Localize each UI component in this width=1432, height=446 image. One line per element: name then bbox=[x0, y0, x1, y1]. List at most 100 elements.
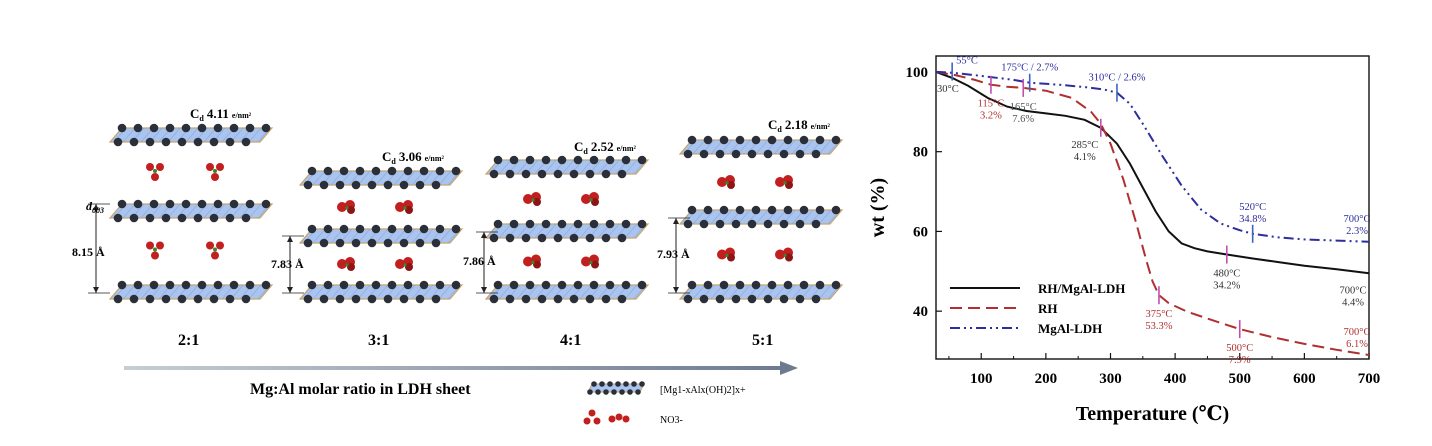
sheet-hatch bbox=[393, 170, 407, 186]
annotation: 55°C bbox=[951, 56, 978, 81]
metal-atom bbox=[225, 294, 235, 304]
nitrogen-atom bbox=[725, 253, 729, 258]
oxygen-atom bbox=[405, 263, 413, 271]
series-line-mgal-ldh bbox=[935, 70, 1370, 243]
metal-atom bbox=[703, 135, 713, 145]
annotation: 480°C34.2% bbox=[1213, 245, 1241, 292]
metal-atom bbox=[181, 280, 191, 290]
oxygen-atom bbox=[533, 260, 541, 269]
cd-subscript: d bbox=[199, 114, 204, 123]
metal-atom bbox=[607, 381, 613, 387]
metal-atom bbox=[767, 135, 777, 145]
sheet-hatch bbox=[375, 170, 389, 186]
oxygen-atom bbox=[523, 256, 533, 267]
metal-atom bbox=[585, 233, 595, 243]
metal-atom bbox=[225, 213, 235, 223]
metal-atom bbox=[799, 135, 809, 145]
metal-atom bbox=[419, 280, 429, 290]
x-tick-label: 600 bbox=[1293, 371, 1316, 387]
ldh-sheet bbox=[484, 219, 650, 243]
annotation-text: 500°C bbox=[1226, 343, 1253, 354]
nitrogen-atom bbox=[531, 198, 535, 202]
metal-atom bbox=[811, 149, 821, 159]
oxygen-atom bbox=[615, 413, 623, 421]
mg-al-ratio-label: 5:1 bbox=[752, 332, 773, 349]
metal-atom bbox=[399, 180, 409, 190]
annotation: 375°C53.3% bbox=[1145, 286, 1173, 332]
interlayer-spacing-label: 7.93 Å bbox=[657, 247, 690, 261]
oxygen-atom bbox=[785, 181, 793, 189]
oxygen-atom bbox=[347, 206, 355, 214]
annotation-text: 310°C / 2.6% bbox=[1088, 73, 1145, 84]
ldh-sheet bbox=[108, 123, 274, 147]
metal-atom bbox=[509, 219, 519, 229]
charge-density-label: Cd 2.52 e/nm² bbox=[574, 139, 636, 156]
cd-value: 4.11 bbox=[207, 106, 229, 121]
oxygen-atom bbox=[523, 194, 533, 204]
metal-atom bbox=[149, 123, 159, 133]
metal-atom bbox=[161, 137, 171, 147]
metal-atom bbox=[599, 381, 605, 387]
interlayer-spacing-arrow bbox=[88, 203, 110, 294]
nitrogen-atom bbox=[345, 206, 349, 210]
annotation-text: 285°C bbox=[1071, 140, 1098, 151]
metal-atom bbox=[687, 280, 697, 290]
metal-atom bbox=[335, 180, 345, 190]
metal-atom bbox=[569, 169, 579, 179]
metal-atom bbox=[133, 123, 143, 133]
oxygen-atom bbox=[785, 253, 793, 262]
metal-atom bbox=[165, 280, 175, 290]
metal-atom bbox=[229, 123, 239, 133]
metal-atom bbox=[611, 389, 617, 395]
annotation-text: 2.3% bbox=[1346, 226, 1368, 237]
sheet-hatch bbox=[498, 284, 512, 300]
cd-unit: e/nm² bbox=[232, 111, 252, 120]
metal-atom bbox=[415, 294, 425, 304]
metal-atom bbox=[537, 294, 547, 304]
arrow-head-down bbox=[481, 287, 487, 293]
nitrogen-atom bbox=[783, 181, 787, 185]
metal-atom bbox=[509, 155, 519, 165]
metal-atom bbox=[683, 294, 693, 304]
metal-atom bbox=[735, 205, 745, 215]
metal-atom bbox=[133, 199, 143, 209]
sheet-hatch bbox=[818, 209, 832, 225]
metal-atom bbox=[339, 280, 349, 290]
metal-atom bbox=[621, 280, 631, 290]
arrow-head-up bbox=[673, 218, 679, 224]
sheet-hatch bbox=[773, 284, 787, 300]
annotation-text: 700°C bbox=[1340, 285, 1367, 296]
nitrogen-atom bbox=[531, 260, 535, 265]
metal-atom bbox=[605, 280, 615, 290]
metal-atom bbox=[687, 135, 697, 145]
annotation-text: 480°C bbox=[1213, 269, 1240, 280]
oxygen-atom bbox=[775, 249, 785, 260]
metal-atom bbox=[145, 137, 155, 147]
metal-atom bbox=[615, 381, 621, 387]
mg-al-ratio-label: 3:1 bbox=[368, 332, 389, 349]
schematic-legend: [Mg1-xAlx(OH)2]x+ NO3- bbox=[583, 381, 746, 426]
metal-atom bbox=[783, 280, 793, 290]
sheet-hatch bbox=[755, 284, 769, 300]
metal-atom bbox=[557, 280, 567, 290]
metal-atom bbox=[735, 280, 745, 290]
metal-atom bbox=[635, 389, 641, 395]
sheet-hatch bbox=[543, 159, 557, 175]
metal-atom bbox=[521, 294, 531, 304]
metal-atom bbox=[767, 280, 777, 290]
nitrogen-atom bbox=[345, 263, 349, 267]
metal-atom bbox=[245, 280, 255, 290]
metal-atom bbox=[229, 280, 239, 290]
metal-atom bbox=[767, 205, 777, 215]
annotation-text: 6.1% bbox=[1346, 339, 1368, 350]
metal-atom bbox=[181, 123, 191, 133]
oxygen-atom bbox=[588, 409, 596, 417]
metal-atom bbox=[617, 169, 627, 179]
metal-atom bbox=[815, 280, 825, 290]
legend-entry-label: RH/MgAl-LDH bbox=[1038, 281, 1125, 296]
annotation-text: 175°C / 2.7% bbox=[1001, 63, 1058, 74]
charge-density-label: Cd 3.06 e/nm² bbox=[382, 149, 444, 166]
metal-atom bbox=[617, 233, 627, 243]
metal-atom bbox=[451, 280, 461, 290]
